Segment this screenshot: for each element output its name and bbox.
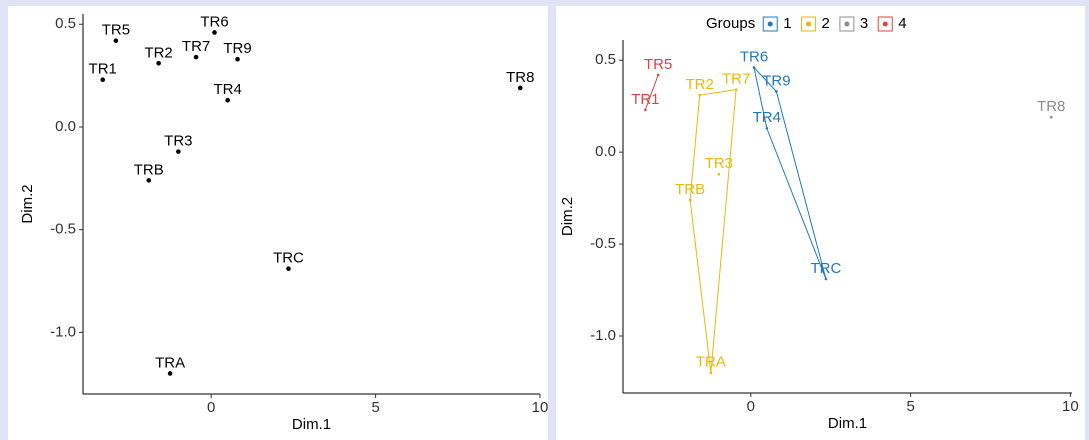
point-label: TR3	[164, 133, 192, 150]
point	[752, 66, 756, 69]
point	[212, 30, 217, 35]
legend-key-dot	[767, 21, 773, 27]
point	[146, 178, 152, 183]
y-tick-label: -0.5	[50, 221, 76, 238]
y-tick-label: -1.0	[590, 327, 616, 344]
point	[176, 149, 181, 154]
point-label: TR4	[753, 109, 781, 126]
point-label: TR4	[213, 81, 241, 98]
point-label: TR6	[740, 49, 768, 66]
point-label: TR5	[102, 22, 130, 39]
point-label: TRB	[675, 181, 705, 198]
panel-left	[8, 6, 548, 440]
y-tick-label: 0.5	[55, 15, 76, 32]
point	[517, 85, 523, 91]
point	[644, 108, 647, 112]
point	[824, 277, 828, 281]
legend-label: 4	[898, 15, 906, 32]
point-label: TR6	[200, 13, 228, 30]
legend-title: Groups	[706, 15, 755, 32]
point	[734, 88, 738, 91]
point	[656, 73, 660, 77]
point-label: TRC	[811, 260, 842, 277]
x-tick-label: 0	[207, 399, 215, 416]
x-tick-label: 10	[1062, 398, 1079, 415]
legend-key-dot	[844, 21, 850, 27]
y-tick-label: 0.0	[595, 143, 616, 160]
point-label: TR3	[705, 155, 733, 172]
point-label: TRB	[134, 161, 164, 178]
point	[235, 56, 240, 62]
point-label: TRA	[696, 354, 726, 371]
y-axis-title: Dim.2	[19, 184, 36, 223]
x-tick-label: 5	[371, 399, 379, 416]
y-tick-label: -1.0	[50, 323, 76, 340]
point-label: TRC	[273, 250, 304, 267]
x-axis-title: Dim.1	[292, 416, 331, 433]
point	[193, 54, 199, 60]
point	[698, 93, 701, 97]
point	[167, 371, 173, 376]
point-label: TR2	[144, 44, 172, 61]
point-label: TR9	[762, 72, 790, 89]
panel-right	[556, 6, 1085, 440]
point-label: TR5	[644, 56, 672, 73]
y-tick-label: 0.0	[55, 118, 76, 135]
legend-label: 1	[783, 15, 791, 32]
point	[113, 38, 119, 44]
point-label: TR7	[722, 71, 750, 88]
legend-label: 2	[822, 15, 830, 32]
point	[225, 97, 230, 103]
x-tick-label: 10	[532, 399, 549, 416]
legend-label: 3	[860, 15, 868, 32]
point	[775, 90, 778, 93]
point	[688, 198, 692, 202]
y-tick-label: -0.5	[590, 235, 616, 252]
point	[1049, 115, 1053, 119]
point-label: TR1	[631, 91, 659, 108]
point	[286, 266, 291, 272]
point-label: TR8	[506, 69, 534, 86]
point	[709, 371, 713, 375]
point-label: TRA	[155, 354, 185, 371]
point-label: TR8	[1037, 98, 1065, 115]
x-axis-title: Dim.1	[828, 415, 867, 432]
point	[100, 77, 106, 83]
x-tick-label: 0	[747, 398, 755, 415]
x-tick-label: 5	[906, 398, 914, 415]
y-tick-label: 0.5	[595, 51, 616, 68]
y-axis-title: Dim.2	[559, 197, 576, 236]
point-label: TR2	[686, 76, 714, 93]
legend-key-dot	[806, 21, 812, 27]
legend-key-dot	[882, 21, 888, 27]
point-label: TR7	[182, 38, 210, 55]
point-label: TR1	[89, 61, 117, 78]
point	[717, 172, 721, 176]
point	[156, 60, 161, 66]
point-label: TR9	[223, 40, 251, 57]
point	[765, 126, 769, 130]
